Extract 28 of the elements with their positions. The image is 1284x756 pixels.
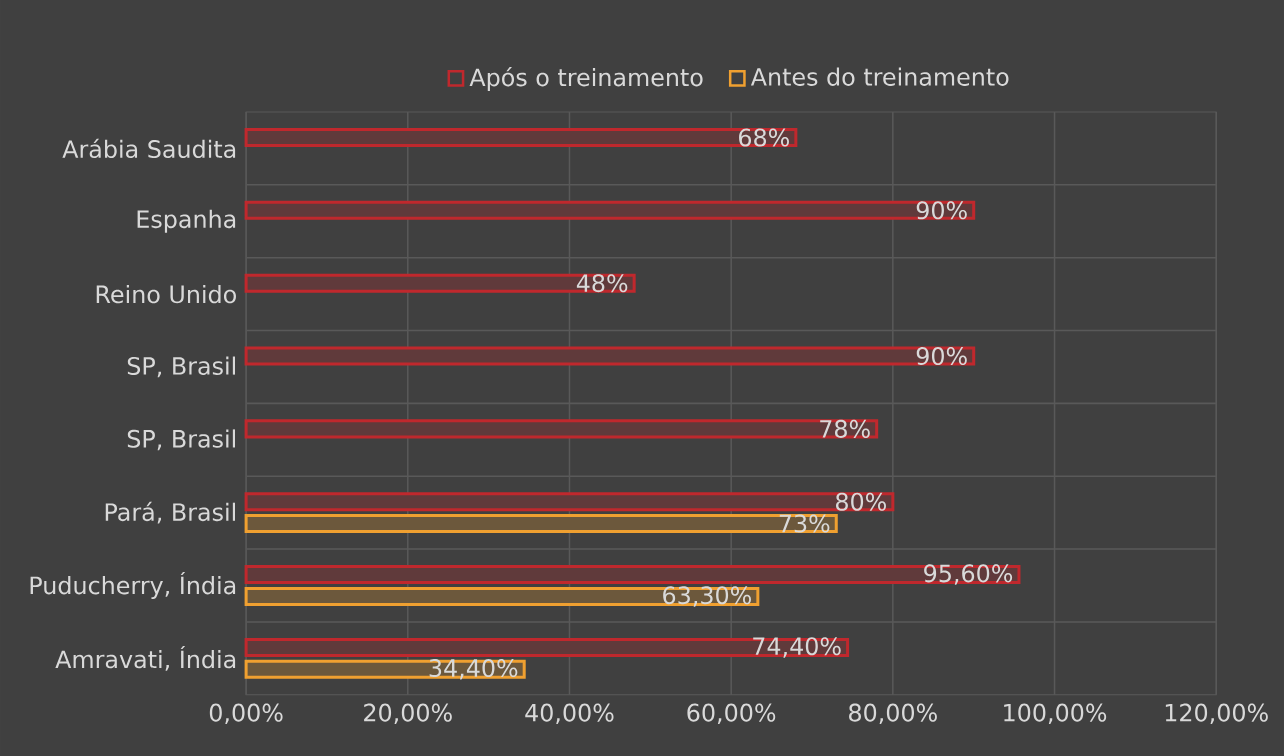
legend-label: Após o treinamento: [469, 66, 703, 91]
y-tick-label: SP, Brasil: [127, 356, 236, 378]
x-tick-label: 120,00%: [1165, 703, 1268, 725]
y-tick-label: Arábia Saudita: [62, 138, 236, 159]
y-tick-label: SP, Brasil: [127, 429, 236, 451]
data-label: 80%: [836, 492, 886, 511]
x-tick-label: 40,00%: [525, 703, 614, 725]
legend-label: Antes do treinamento: [750, 67, 1009, 86]
x-tick-label: 100,00%: [1004, 703, 1107, 725]
y-tick-label: Puducherry, Índia: [30, 571, 236, 599]
y-tick-label: Reino Unido: [96, 284, 236, 304]
data-label: 90%: [916, 346, 967, 365]
x-tick-label: 20,00%: [364, 703, 452, 725]
data-label: 68%: [739, 128, 789, 147]
x-tick-label: 0,00%: [209, 703, 283, 725]
data-label: 73%: [779, 514, 830, 533]
data-label: 95,60%: [924, 564, 1013, 585]
data-label: 34,40%: [429, 658, 518, 680]
y-tick-label: Amravati, Índia: [55, 645, 236, 671]
data-label: 78%: [820, 419, 870, 438]
x-tick-label: 80,00%: [849, 703, 937, 725]
data-label: 74,40%: [753, 637, 841, 658]
x-tick-label: 60,00%: [687, 703, 776, 725]
y-tick-label: Pará, Brasil: [105, 501, 236, 524]
data-label: 48%: [576, 274, 628, 293]
data-label: 63,30%: [663, 586, 751, 607]
y-tick-label: Espanha: [137, 209, 236, 233]
data-label: 90%: [916, 201, 967, 220]
